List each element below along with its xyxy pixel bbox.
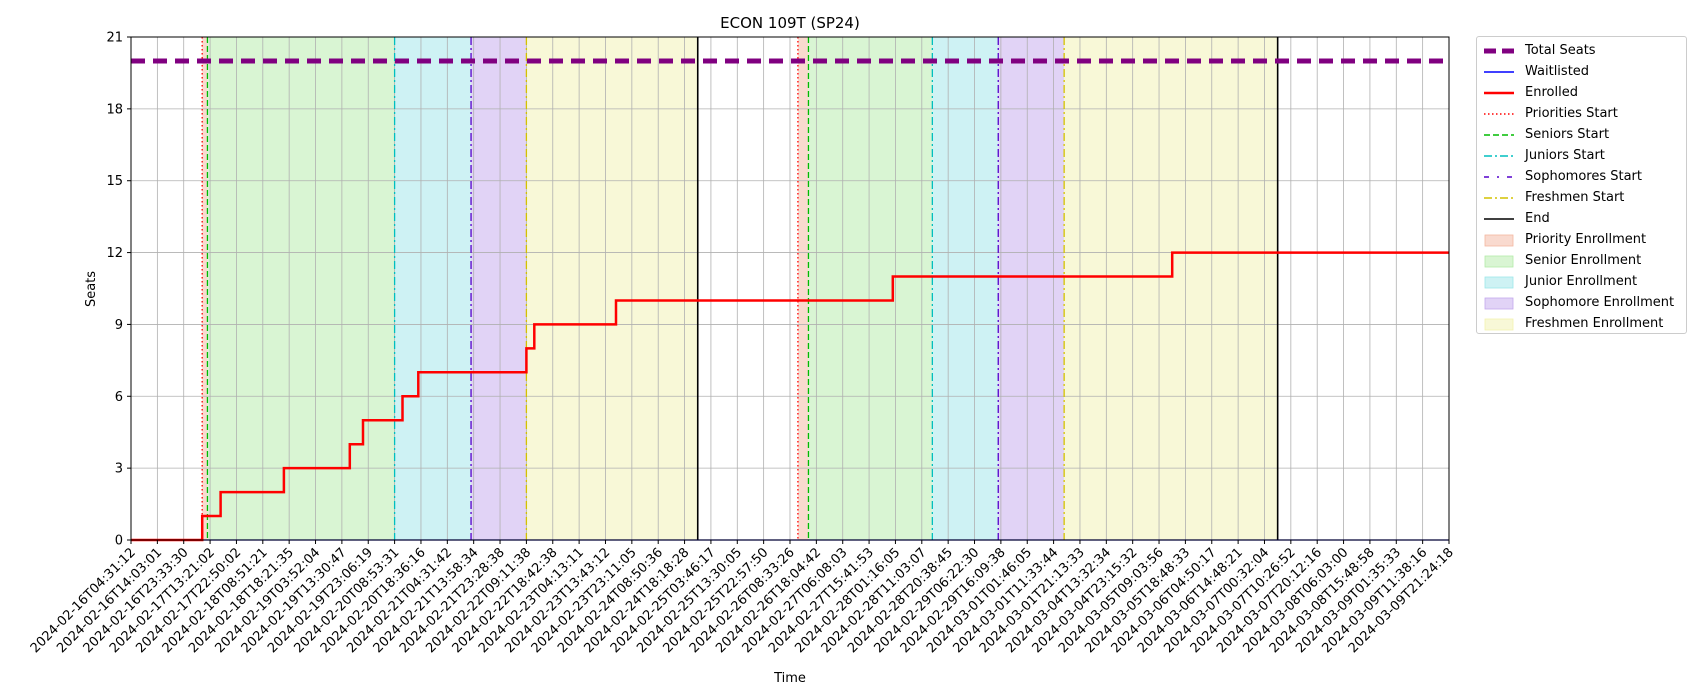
legend-label-freshmen-enrollment: Freshmen Enrollment [1525, 316, 1664, 331]
legend-item-freshmen-enrollment: Freshmen Enrollment [1477, 313, 1686, 334]
y-tick-label-6: 18 [106, 102, 123, 117]
legend-label-seniors-start: Seniors Start [1525, 127, 1610, 142]
chart-title: ECON 109T (SP24) [720, 14, 860, 32]
phase-markers [201, 37, 1279, 540]
legend-item-freshmen-start: Freshmen Start [1477, 187, 1686, 208]
legend-label-end: End [1525, 211, 1550, 226]
grid-lines [130, 36, 1450, 541]
legend-label-priority-enrollment: Priority Enrollment [1525, 232, 1647, 247]
legend-swatch-waitlisted [1484, 70, 1514, 73]
region-priority-enrollment-0 [202, 37, 208, 540]
x-axis-ticks: 2024-02-16T04:31:122024-02-16T14:03:0120… [28, 540, 1457, 656]
legend-item-total-seats: Total Seats [1477, 40, 1686, 61]
legend-swatch-juniors-start [1484, 154, 1514, 157]
legend-label-enrolled: Enrolled [1525, 85, 1578, 100]
legend-item-end: End [1477, 208, 1686, 229]
region-priority-enrollment-1 [797, 37, 809, 540]
legend-swatch-enrolled [1484, 91, 1514, 94]
region-freshmen-enrollment-1 [1064, 37, 1278, 540]
legend-item-sophomores-start: Sophomores Start [1477, 166, 1686, 187]
legend-swatch-sophomore-enrollment [1484, 297, 1514, 309]
x-axis-label: Time [773, 671, 806, 686]
y-axis-label: Seats [84, 271, 99, 307]
legend-swatch-seniors-start [1484, 133, 1514, 136]
legend-item-priorities-start: Priorities Start [1477, 103, 1686, 124]
legend-item-junior-enrollment: Junior Enrollment [1477, 271, 1686, 292]
legend-item-enrolled: Enrolled [1477, 82, 1686, 103]
legend-item-priority-enrollment: Priority Enrollment [1477, 229, 1686, 250]
region-sophomore-enrollment-1 [998, 37, 1065, 540]
legend-item-waitlisted: Waitlisted [1477, 61, 1686, 82]
y-tick-label-4: 12 [106, 246, 123, 261]
shaded-regions [202, 37, 1278, 540]
legend-item-senior-enrollment: Senior Enrollment [1477, 250, 1686, 271]
region-freshmen-enrollment-0 [526, 37, 698, 540]
legend-label-waitlisted: Waitlisted [1525, 64, 1590, 79]
y-tick-label-5: 15 [106, 174, 123, 189]
y-tick-label-7: 21 [106, 31, 123, 46]
legend-swatch-senior-enrollment [1484, 255, 1514, 267]
legend-swatch-priorities-start [1484, 112, 1514, 115]
legend-swatch-total-seats [1484, 48, 1514, 53]
legend-swatch-priority-enrollment [1484, 234, 1514, 246]
legend-swatch-freshmen-enrollment [1484, 318, 1514, 330]
region-sophomore-enrollment-0 [471, 37, 527, 540]
series-enrolled [131, 251, 1449, 542]
legend-swatch-freshmen-start [1484, 196, 1514, 199]
legend-item-seniors-start: Seniors Start [1477, 124, 1686, 145]
y-tick-label-3: 9 [115, 318, 123, 333]
region-junior-enrollment-0 [394, 37, 472, 540]
legend-label-junior-enrollment: Junior Enrollment [1525, 274, 1638, 289]
y-tick-label-2: 6 [115, 390, 123, 405]
legend-label-freshmen-start: Freshmen Start [1525, 190, 1625, 205]
legend-label-sophomore-enrollment: Sophomore Enrollment [1525, 295, 1675, 310]
legend-label-total-seats: Total Seats [1525, 43, 1596, 58]
legend: Total Seats Waitlisted Enrolled Prioriti… [1476, 36, 1687, 334]
legend-item-juniors-start: Juniors Start [1477, 145, 1686, 166]
y-axis-ticks: 0 3 6 9 12 15 18 21 [106, 31, 131, 549]
legend-label-sophomores-start: Sophomores Start [1525, 169, 1642, 184]
legend-item-sophomore-enrollment: Sophomore Enrollment [1477, 292, 1686, 313]
region-senior-enrollment-0 [207, 37, 395, 540]
legend-swatch-sophomores-start [1484, 175, 1514, 178]
legend-label-juniors-start: Juniors Start [1525, 148, 1605, 163]
legend-swatch-end [1484, 217, 1514, 220]
legend-label-senior-enrollment: Senior Enrollment [1525, 253, 1642, 268]
region-senior-enrollment-1 [808, 37, 933, 540]
y-tick-label-1: 3 [115, 462, 123, 477]
y-tick-label-0: 0 [115, 534, 123, 549]
legend-label-priorities-start: Priorities Start [1525, 106, 1618, 121]
region-junior-enrollment-1 [932, 37, 999, 540]
legend-swatch-junior-enrollment [1484, 276, 1514, 288]
